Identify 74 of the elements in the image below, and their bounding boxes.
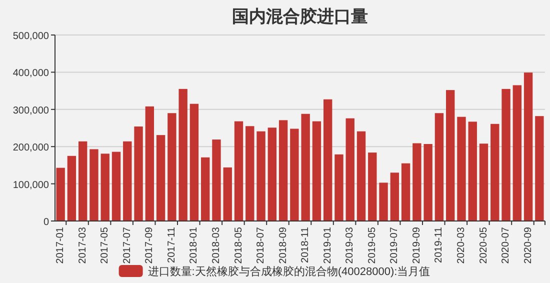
bar [223,167,232,221]
bar [401,163,410,221]
x-tick-label: 2019-05 [366,226,378,264]
y-tick-label: 300,000 [12,105,50,116]
bar [56,168,65,221]
bar [168,113,176,221]
x-tick-label: 2017-07 [122,226,133,264]
bar [290,128,299,221]
chart-title: 国内混合胶进口量 [232,7,368,26]
x-tick-label: 2017-05 [100,226,111,264]
bar [502,88,510,221]
bar [390,172,399,221]
bar [278,120,288,221]
x-tick-label: 2020-05 [478,226,490,264]
y-tick-label: 0 [43,217,50,228]
bar [78,141,88,221]
x-tick-label: 2020-09 [522,226,534,264]
bar [356,131,366,221]
y-tick-label: 500,000 [12,31,50,42]
x-tick-label: 2019-11 [434,226,445,263]
bar [134,126,143,221]
x-tick-label: 2018-07 [256,226,267,264]
legend: 进口数量:天然橡胶与合成橡胶的混合物(40028000):当月值 [118,265,430,278]
bar [412,143,422,221]
bar [446,90,455,221]
x-tick-label: 2017-09 [144,226,156,264]
x-tick-label: 2017-01 [55,226,66,264]
bar [424,144,432,221]
bar [67,156,76,221]
x-tick-label: 2019-03 [344,226,356,264]
x-tick-label: 2018-11 [300,226,312,263]
bar [535,116,544,221]
bar [156,135,166,221]
x-tick-label: 2018-01 [188,226,200,264]
bar [201,157,210,221]
bar [368,152,377,221]
bar [434,113,444,221]
y-tick-label: 100,000 [12,180,50,191]
x-tick-label: 2020-07 [500,226,512,264]
x-tick-label: 2019-07 [389,226,400,264]
y-tick-label: 400,000 [12,68,50,80]
bar [512,85,522,221]
bar [268,128,276,221]
bar [490,124,500,221]
x-tick-label: 2019-01 [322,226,334,264]
bar [246,126,254,221]
bar [524,72,533,221]
bar [112,152,121,221]
x-tick-label: 2020-03 [456,226,467,264]
bar [334,154,344,221]
y-tick-label: 200,000 [12,142,50,154]
bar [468,122,477,221]
bar [100,154,110,221]
bar [212,140,221,221]
x-tick-label: 2018-09 [278,226,289,264]
bar [190,104,199,221]
bar [90,149,98,221]
bar [479,144,488,221]
bar [234,121,244,221]
x-tick-label: 2018-05 [233,226,244,264]
bar [346,118,354,221]
bar [301,114,310,221]
x-tick-label: 2019-09 [411,226,422,264]
bar [178,88,188,221]
bar [145,106,154,221]
bar [457,116,466,221]
x-tick-label: 2017-11 [166,226,178,263]
bar [123,141,132,221]
bar [312,121,322,221]
bar [256,131,266,221]
bar [324,99,332,221]
x-tick-label: 2017-03 [77,226,88,264]
bar [379,182,388,221]
x-tick-label: 2018-03 [210,226,222,264]
